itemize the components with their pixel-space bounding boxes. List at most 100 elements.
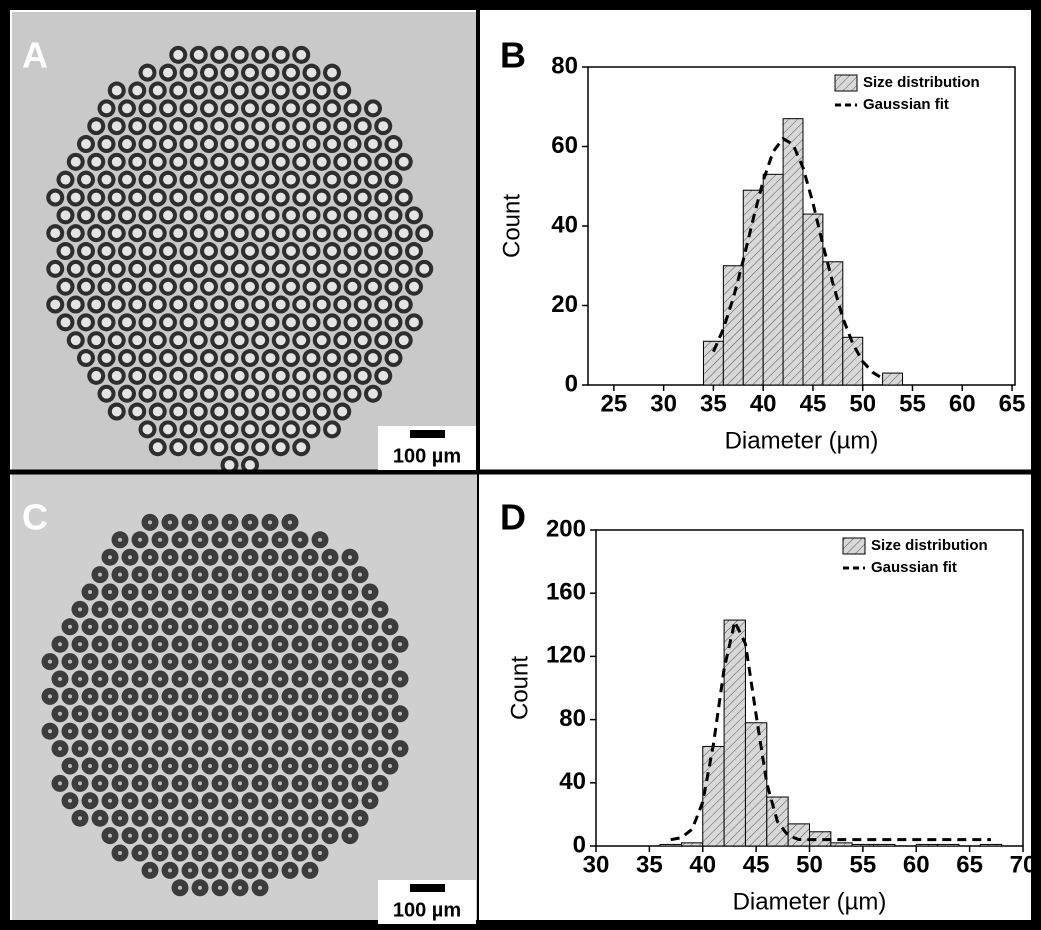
droplet-core [183, 281, 194, 292]
droplet-core [158, 607, 162, 612]
droplet-core [204, 353, 214, 363]
droplet-core [258, 642, 262, 647]
droplet-core [188, 624, 192, 629]
droplet-core [163, 388, 173, 399]
droplet-core [138, 781, 142, 786]
droplet-core [275, 442, 286, 453]
droplet-core [178, 572, 182, 577]
droplet-core [204, 174, 214, 185]
droplet-core [357, 299, 368, 310]
droplet-core [148, 833, 152, 838]
y-tick-label: 80 [551, 52, 578, 79]
droplet-core [245, 67, 255, 78]
droplet-core [128, 798, 132, 803]
droplet-core [173, 406, 184, 417]
droplet-core [358, 677, 362, 681]
droplet-core [204, 281, 214, 292]
droplet-core [81, 246, 91, 256]
droplet-core [148, 624, 152, 629]
droplet-core [50, 299, 61, 310]
droplet-core [218, 572, 222, 577]
droplet-core [296, 156, 307, 167]
droplet-core [318, 537, 322, 542]
droplet-core [78, 781, 82, 786]
droplet-core [118, 642, 122, 647]
droplet-core [224, 246, 235, 256]
droplet-core [152, 121, 163, 132]
droplet-core [128, 624, 132, 629]
droplet-core [419, 228, 430, 239]
droplet-core [388, 246, 399, 256]
scale-label: 100 µm [393, 899, 461, 921]
y-tick-label: 20 [551, 291, 578, 318]
droplet-core [296, 228, 307, 239]
droplet-core [68, 729, 72, 734]
droplet-core [148, 590, 152, 594]
droplet-core [358, 746, 362, 751]
droplet-core [388, 210, 399, 221]
droplet-core [224, 388, 235, 399]
droplet-core [338, 816, 342, 821]
droplet-core [101, 353, 112, 363]
droplet-core [173, 228, 184, 239]
droplet-core [265, 388, 276, 399]
droplet-core [275, 263, 286, 274]
droplet-core [198, 851, 202, 855]
droplet-core [81, 353, 91, 363]
droplet-core [101, 388, 112, 399]
droplet-core [268, 590, 272, 594]
droplet-core [168, 555, 172, 560]
droplet-core [338, 711, 342, 716]
droplet-core [398, 746, 402, 751]
droplet-core [178, 851, 182, 855]
droplet-core [245, 139, 255, 149]
droplet-core [128, 659, 132, 664]
droplet-core [316, 370, 327, 381]
droplet-core [173, 121, 184, 132]
droplet-core [91, 370, 102, 381]
bar [830, 842, 853, 847]
droplet-core [398, 156, 409, 167]
droplet-core [338, 642, 342, 647]
droplet-core [234, 299, 245, 310]
droplet-core [198, 781, 202, 786]
y-tick-label: 0 [573, 831, 586, 858]
droplet-core [265, 246, 276, 256]
droplet-core [111, 370, 122, 381]
droplet-core [183, 174, 194, 185]
droplet-core [48, 694, 52, 699]
droplet-core [378, 121, 389, 132]
x-tick-label: 35 [636, 851, 663, 878]
droplet-core [88, 798, 92, 803]
droplet-core [128, 764, 132, 768]
droplet-core [296, 370, 307, 381]
droplet-core [128, 729, 132, 734]
droplet-core [318, 711, 322, 716]
droplet-core [358, 816, 362, 821]
droplet-core [183, 353, 194, 363]
droplet-core [228, 764, 232, 768]
droplet-core [188, 729, 192, 734]
droplet-core [208, 624, 212, 629]
droplet-core [183, 317, 194, 328]
droplet-core [188, 798, 192, 803]
panel-label: A [22, 35, 48, 76]
bar [802, 213, 824, 386]
droplet-core [258, 607, 262, 612]
droplet-core [347, 388, 358, 399]
droplet-core [337, 263, 348, 274]
droplet-core [98, 607, 102, 612]
droplet-core [327, 424, 337, 435]
droplet-core [228, 798, 232, 803]
droplet-core [278, 537, 282, 542]
droplet-core [168, 868, 172, 873]
droplet-core [288, 555, 292, 560]
x-tick-label: 55 [899, 390, 926, 417]
panel-label: C [22, 497, 48, 538]
droplet-core [357, 370, 368, 381]
droplet-core [173, 263, 184, 274]
droplet-core [168, 590, 172, 594]
droplet-core [48, 659, 52, 664]
y-tick-label: 60 [551, 132, 578, 159]
droplet-core [288, 833, 292, 838]
